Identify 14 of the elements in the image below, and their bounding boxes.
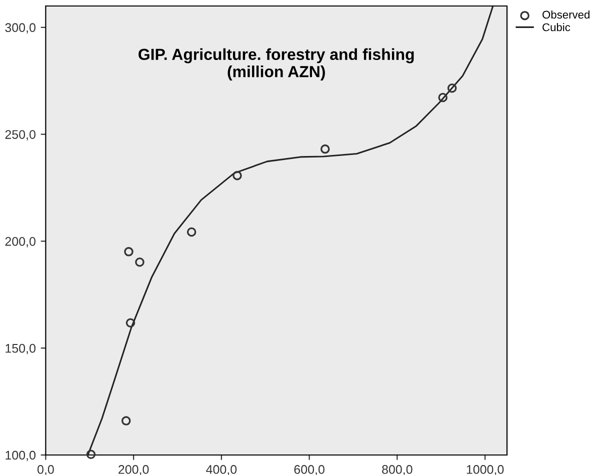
y-tick-label: 250,0 <box>5 130 36 140</box>
y-tick-label: 100,0 <box>6 450 36 462</box>
x-tick-label: 1000,0 <box>466 465 504 475</box>
legend-label: Observed <box>542 10 590 19</box>
text: GIP. Agriculture. forestry and fishing (million AZN) <box>138 48 414 80</box>
y-tick-label: 200,0 <box>5 236 36 248</box>
x-tick-label: 800,0 <box>382 465 412 475</box>
y-tick-label: 150,0 <box>6 344 36 354</box>
x-tick-label: 0,0 <box>38 465 54 475</box>
x-tick-label: 600,0 <box>294 465 324 475</box>
legend-label: Cubic <box>542 23 570 32</box>
x-tick-label: 200,0 <box>118 465 149 475</box>
x-tick-label: 400,0 <box>206 465 237 475</box>
y-tick-label: 300,0 <box>5 23 36 34</box>
